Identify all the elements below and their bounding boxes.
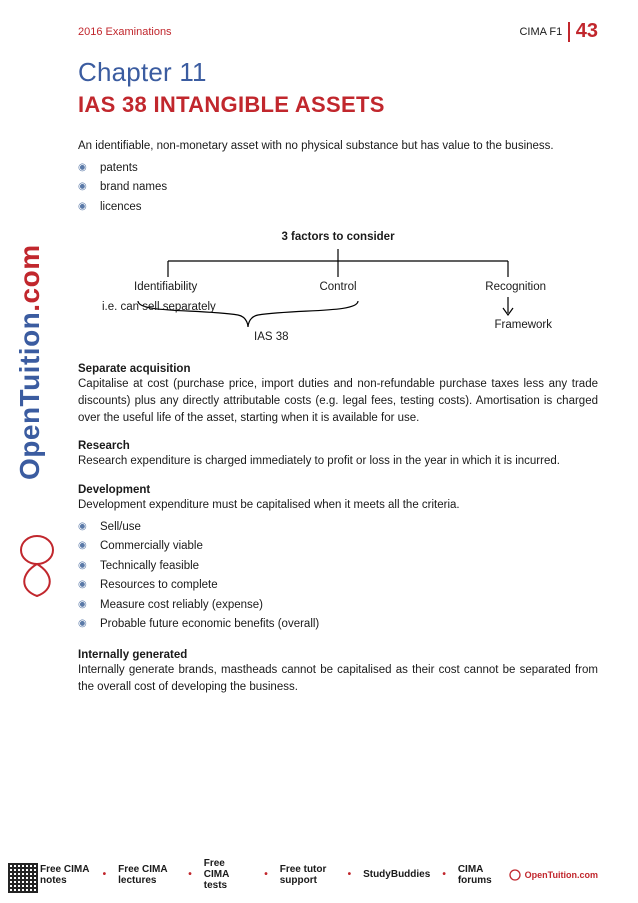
diagram-recognition: Recognition [485,281,546,293]
section-body-separate: Capitalise at cost (purchase price, impo… [78,376,598,426]
section-head-internal: Internally generated [78,649,598,661]
page-header: 2016 Examinations CIMA F1 43 [78,20,598,43]
exam-year: 2016 Examinations [78,26,172,38]
list-item: Resources to complete [78,576,598,596]
section-head-separate: Separate acquisition [78,363,598,375]
header-right: CIMA F1 43 [519,20,598,43]
section-body-research: Research expenditure is charged immediat… [78,453,598,470]
list-item: Probable future economic benefits (overa… [78,615,598,635]
list-item: patents [78,159,598,179]
side-brand-logo: OpenTuition.com [14,244,46,480]
page-title: IAS 38 INTANGIBLE ASSETS [78,92,598,118]
factors-diagram: 3 factors to consider Identifiability Co… [78,231,598,349]
list-item: Technically feasible [78,557,598,577]
footer-item: Free CIMA tests [204,858,252,891]
course-code: CIMA F1 [519,26,562,38]
page-footer: Free CIMA notes • Free CIMA lectures • Fre… [40,858,598,891]
list-item: Commercially viable [78,537,598,557]
diagram-control: Control [319,281,356,293]
diagram-left-note: i.e. can sell separately [102,301,216,313]
dot-separator: • [346,869,354,880]
dot-separator: • [186,869,194,880]
swirl-icon [14,530,60,600]
swirl-icon [508,868,522,882]
footer-item: Free CIMA lectures [118,864,176,886]
section-body-development: Development expenditure must be capitali… [78,497,598,514]
page-number: 43 [576,20,598,43]
diagram-ias-label: IAS 38 [254,331,289,343]
section-head-research: Research [78,440,598,452]
intro-bullet-list: patents brand names licences [78,159,598,218]
list-item: brand names [78,178,598,198]
dot-separator: • [101,869,109,880]
dot-separator: • [440,869,448,880]
list-item: Measure cost reliably (expense) [78,596,598,616]
section-head-development: Development [78,484,598,496]
page: 2016 Examinations CIMA F1 43 Chapter 11 … [0,0,638,903]
list-item: licences [78,198,598,218]
diagram-title: 3 factors to consider [281,231,394,243]
footer-item: Free CIMA notes [40,864,91,886]
footer-item: StudyBuddies [363,869,430,880]
diagram-framework-label: Framework [494,319,552,331]
chapter-label: Chapter 11 [78,57,598,88]
section-body-internal: Internally generate brands, mastheads ca… [78,662,598,695]
header-divider [568,22,570,42]
list-item: Sell/use [78,518,598,538]
intro-text: An identifiable, non-monetary asset with… [78,138,598,155]
footer-brand: OpenTuition.com [508,868,598,882]
footer-brand-text: OpenTuition.com [525,870,598,880]
side-brand-text: OpenTuition [14,312,45,480]
diagram-identifiability: Identifiability [134,281,197,293]
footer-item: CIMA forums [458,864,498,886]
footer-item: Free tutor support [280,864,336,886]
side-brand-suffix: .com [14,244,45,311]
qr-code-icon [8,863,38,893]
dot-separator: • [262,869,270,880]
development-bullet-list: Sell/use Commercially viable Technically… [78,518,598,635]
